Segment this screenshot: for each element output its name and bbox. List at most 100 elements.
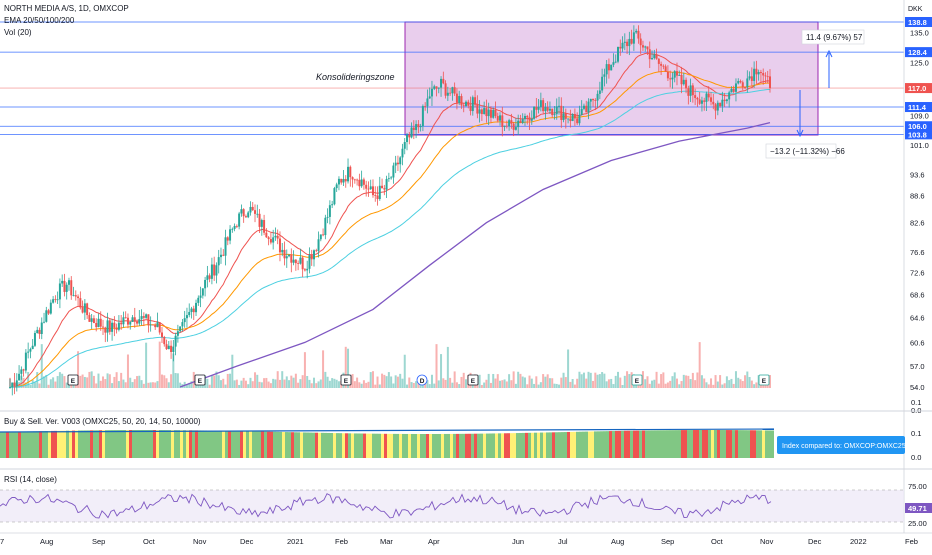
bsv-bar — [750, 430, 753, 458]
bsv-bar — [546, 432, 549, 458]
candle-body — [728, 92, 731, 100]
candle-body — [362, 179, 365, 185]
volume-bar — [260, 382, 263, 388]
rsi-tick-25: 25.00 — [908, 519, 927, 528]
measure-up[interactable]: 11.4 (9.67%) 57 — [801, 29, 865, 88]
bsv-bar — [639, 430, 642, 458]
volume-bar — [537, 384, 540, 388]
volume-bar — [750, 380, 753, 388]
bsv-tooltip[interactable]: Index compared to: OMXCOP:OMXC25 — [777, 436, 906, 454]
candle-body — [11, 382, 14, 388]
candle-body — [533, 106, 536, 119]
event-marker[interactable] — [416, 374, 428, 386]
bsv-bar — [216, 430, 219, 458]
candle-body — [474, 97, 477, 105]
volume-bar — [512, 371, 515, 388]
volume-bar — [27, 371, 30, 388]
candle-body — [648, 49, 651, 60]
volume-bar — [383, 374, 386, 388]
bsv-bar — [447, 433, 450, 458]
bsv-bar — [225, 430, 228, 458]
event-marker[interactable] — [340, 374, 352, 386]
time-tick: Feb — [335, 537, 348, 546]
candle-body — [29, 349, 32, 352]
candle-body — [133, 317, 136, 322]
event-marker[interactable] — [758, 374, 770, 386]
volume-bar — [54, 381, 57, 388]
volume-bar — [483, 382, 486, 388]
candle-body — [65, 284, 68, 292]
volume-bar — [730, 378, 733, 388]
candle-body — [755, 68, 758, 75]
price-tick: 125.0 — [910, 58, 929, 67]
candle-body — [376, 195, 379, 200]
ema-20-line[interactable] — [9, 52, 771, 388]
bsv-bar — [741, 430, 744, 458]
candle-body — [734, 83, 737, 92]
candle-body — [347, 166, 350, 182]
candle-body — [757, 72, 760, 75]
candle-body — [485, 108, 488, 117]
price-tag: 117.0 — [908, 84, 926, 93]
candle-body — [40, 322, 43, 335]
volume-bar — [564, 377, 567, 388]
bsv-bar — [687, 430, 690, 458]
volume-bar — [562, 372, 565, 388]
volume-bar — [90, 371, 93, 388]
bsv-bar — [399, 433, 402, 458]
candle-body — [72, 295, 75, 296]
candle-body — [251, 206, 254, 211]
candle-body — [630, 38, 633, 44]
volume-bar — [460, 376, 463, 388]
volume-bar — [299, 379, 302, 388]
time-tick: Apr — [428, 537, 440, 546]
candle-body — [560, 105, 563, 120]
volume-bar — [36, 372, 39, 388]
bsv-bar — [576, 431, 579, 458]
volume-bar — [576, 378, 579, 388]
bsv-bar — [264, 431, 267, 458]
candle-body — [415, 124, 418, 131]
volume-bar — [113, 376, 116, 388]
ema-50-line[interactable] — [9, 70, 771, 388]
bsv-bar — [720, 430, 723, 458]
volume-bar — [133, 379, 136, 388]
candle-body — [446, 92, 449, 96]
candle-body — [678, 74, 681, 76]
candle-body — [292, 259, 295, 263]
candle-body — [523, 115, 526, 120]
event-marker[interactable] — [467, 374, 479, 386]
bsv-bar — [465, 433, 468, 458]
time-tick: Aug — [40, 537, 53, 546]
bsv-bar — [453, 433, 456, 458]
volume-bar — [310, 383, 313, 388]
candle-body — [719, 102, 722, 107]
bsv-bar — [192, 430, 195, 458]
rsi-title: RSI (14, close) — [4, 475, 57, 484]
bsv-bar — [168, 430, 171, 458]
time-tick: Nov — [760, 537, 774, 546]
bsv-bar — [96, 430, 99, 458]
event-marker[interactable] — [67, 374, 79, 386]
volume-bar — [45, 374, 48, 388]
candle-body — [161, 332, 163, 338]
volume-bar — [208, 384, 211, 388]
volume-bar — [95, 383, 98, 388]
consolidation-zone[interactable] — [404, 21, 819, 136]
bsv-bar — [477, 433, 480, 458]
candle-body — [136, 321, 139, 324]
volume-bar — [769, 375, 771, 388]
candle-body — [424, 106, 427, 107]
event-marker[interactable] — [194, 374, 206, 386]
ema-100-line[interactable] — [10, 89, 770, 388]
candle-body — [433, 86, 436, 89]
candle-body — [462, 105, 465, 107]
event-marker[interactable] — [631, 374, 643, 386]
bsv-bar — [276, 431, 279, 458]
bsv-bar — [534, 432, 537, 458]
volume-bar — [707, 384, 710, 388]
candle-body — [671, 77, 674, 80]
bsv-bar — [552, 432, 555, 458]
ema-200-line[interactable] — [179, 121, 771, 388]
measure-down[interactable]: −13.2 (−11.32%) −66 — [765, 90, 845, 159]
